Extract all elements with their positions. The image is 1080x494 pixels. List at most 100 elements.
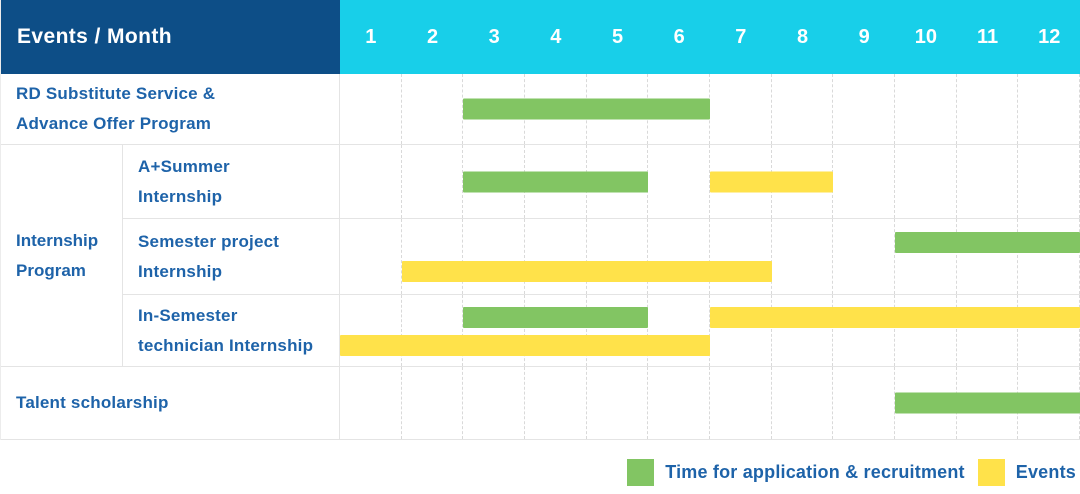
green-swatch-icon: [627, 458, 655, 486]
month-header-9: 9: [858, 25, 870, 48]
table-row: Talent scholarship: [1, 367, 1080, 440]
row-label: In-Semester technician Internship: [123, 295, 340, 366]
month-gridline: [710, 74, 772, 144]
month-header-4: 4: [550, 25, 562, 48]
month-gridline: [833, 367, 895, 439]
gantt-bar-green: [895, 231, 1080, 253]
row-timeline: [340, 145, 1080, 218]
row-label: Talent scholarship: [1, 367, 340, 439]
month-gridline: [587, 219, 649, 294]
table-row: Semester project Internship: [123, 219, 1080, 295]
gantt-bar-green: [463, 171, 649, 192]
row-timeline: [340, 295, 1080, 366]
month-gridline: [525, 295, 587, 366]
month-gridline: [957, 295, 1019, 366]
month-gridline: [833, 295, 895, 366]
month-gridline: [1018, 295, 1080, 366]
month-header-11: 11: [976, 25, 999, 48]
month-gridline: [340, 367, 402, 439]
row-label: A+Summer Internship: [123, 145, 340, 218]
group-subrows: A+Summer Internship Semester project Int…: [123, 145, 1080, 366]
yellow-swatch-icon: [977, 458, 1005, 486]
legend-item-application-recruitment: Time for application & recruitment: [627, 458, 965, 486]
month-gridline: [957, 74, 1019, 144]
page-title: Events / Month: [17, 25, 172, 48]
month-gridline: [710, 219, 772, 294]
month-gridline: [895, 219, 957, 294]
month-gridline: [710, 367, 772, 439]
month-header-10: 10: [914, 25, 937, 48]
month-gridline: [710, 295, 772, 366]
month-gridline: [402, 367, 464, 439]
month-gridline: [340, 145, 402, 218]
month-gridline: [957, 145, 1019, 218]
month-gridline: [402, 74, 464, 144]
month-gridline: [1018, 219, 1080, 294]
month-gridline: [587, 295, 649, 366]
gantt-bar-yellow: [401, 261, 772, 282]
month-header-strip: 1 2 3 4 5 6 7 8 9 10 11 12: [340, 0, 1080, 74]
gantt-bar-green: [463, 98, 710, 120]
month-gridline: [402, 219, 464, 294]
month-gridline: [1018, 74, 1080, 144]
table-row: RD Substitute Service & Advance Offer Pr…: [1, 74, 1080, 145]
month-gridline: [833, 145, 895, 218]
month-header-12: 12: [1038, 25, 1061, 48]
month-gridline: [957, 219, 1019, 294]
month-header-3: 3: [488, 25, 500, 48]
month-gridline: [772, 219, 834, 294]
month-gridline: [648, 145, 710, 218]
row-timeline: [340, 219, 1080, 294]
legend-label: Events: [1015, 461, 1076, 482]
gantt-bar-green: [895, 392, 1080, 414]
legend-item-events: Events: [977, 458, 1076, 486]
month-gridline: [525, 367, 587, 439]
month-header-7: 7: [735, 25, 747, 48]
legend: Time for application & recruitment Event…: [627, 456, 1076, 488]
month-header-6: 6: [673, 25, 685, 48]
row-label: RD Substitute Service & Advance Offer Pr…: [1, 74, 340, 144]
events-month-table: Events / Month 1 2 3 4 5 6 7 8 9 10 11 12 RD Substi…: [0, 0, 1080, 440]
gantt-bar-green: [463, 307, 649, 329]
month-gridline: [772, 367, 834, 439]
month-gridline: [525, 219, 587, 294]
internship-program-group: Internship Program A+Summer Internship S…: [1, 145, 1080, 367]
group-label: Internship Program: [1, 145, 123, 366]
month-gridline: [895, 295, 957, 366]
row-timeline: [340, 367, 1080, 439]
month-gridline: [648, 219, 710, 294]
month-gridline: [772, 295, 834, 366]
month-gridline: [772, 74, 834, 144]
table-row: A+Summer Internship: [123, 145, 1080, 219]
month-header-2: 2: [426, 25, 439, 48]
month-gridline: [833, 219, 895, 294]
row-label: Semester project Internship: [123, 219, 340, 294]
month-gridline: [648, 295, 710, 366]
gantt-bar-yellow: [710, 171, 834, 192]
month-header-5: 5: [611, 25, 624, 48]
month-gridline: [463, 367, 525, 439]
legend-label: Time for application & recruitment: [665, 461, 965, 482]
month-gridline: [340, 295, 402, 366]
table-row: In-Semester technician Internship: [123, 295, 1080, 366]
month-gridline: [402, 145, 464, 218]
gantt-bar-yellow: [710, 307, 1080, 329]
month-header-1: 1: [365, 25, 377, 48]
gantt-bar-yellow: [340, 334, 710, 356]
month-gridline: [340, 74, 402, 144]
table-header-row: Events / Month 1 2 3 4 5 6 7 8 9 10 11 12: [1, 0, 1080, 74]
month-gridline: [1018, 145, 1080, 218]
header-title-cell: Events / Month: [1, 0, 340, 74]
month-gridline: [895, 74, 957, 144]
month-gridline: [402, 295, 464, 366]
month-header-8: 8: [796, 25, 809, 48]
month-gridline: [463, 219, 525, 294]
month-gridline: [833, 74, 895, 144]
month-gridline: [648, 367, 710, 439]
month-gridline: [340, 219, 402, 294]
month-gridline: [587, 367, 649, 439]
month-gridline: [895, 145, 957, 218]
month-gridline: [463, 295, 525, 366]
row-timeline: [340, 74, 1080, 144]
